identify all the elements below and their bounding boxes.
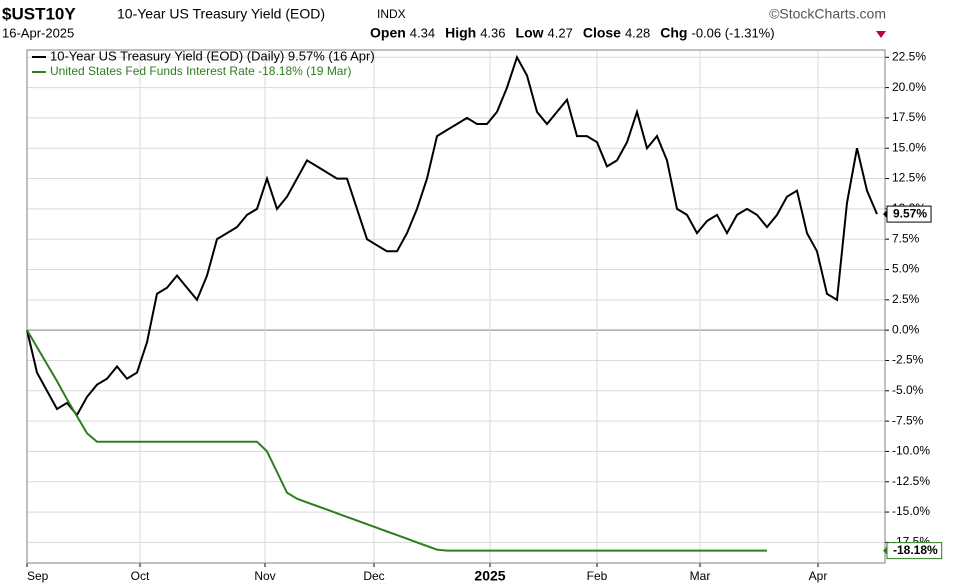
y-tick-label: -12.5%	[892, 474, 930, 488]
source: ©StockCharts.com	[769, 6, 886, 22]
date: 16-Apr-2025	[2, 25, 74, 40]
end-label: 9.57%	[893, 206, 927, 220]
quote-label: Open	[370, 25, 406, 41]
quote-label: Close	[583, 25, 621, 41]
end-label: -18.18%	[893, 543, 938, 557]
quote-value: 4.28	[625, 25, 650, 40]
chart-title: 10-Year US Treasury Yield (EOD)	[117, 6, 325, 22]
x-tick-label: 2025	[474, 568, 505, 584]
down-arrow	[876, 31, 886, 38]
y-tick-label: 15.0%	[892, 140, 926, 154]
quote-label: Low	[516, 25, 544, 41]
x-tick-label: Sep	[27, 569, 49, 583]
y-tick-label: -5.0%	[892, 383, 924, 397]
x-tick-label: Nov	[254, 569, 275, 583]
quote-value: -0.06 (-1.31%)	[691, 25, 774, 40]
legend-label: United States Fed Funds Interest Rate -1…	[50, 64, 351, 78]
quote-value: 4.34	[410, 25, 435, 40]
quote-value: 4.27	[548, 25, 573, 40]
y-tick-label: -10.0%	[892, 444, 930, 458]
plot-frame	[26, 49, 886, 564]
end-label-pointer	[883, 210, 887, 219]
y-tick-label: -15.0%	[892, 504, 930, 518]
y-tick-label: -2.5%	[892, 353, 924, 367]
y-tick-label: 17.5%	[892, 110, 926, 124]
end-label-pointer	[883, 546, 887, 555]
y-tick-label: 2.5%	[892, 292, 920, 306]
y-tick-label: 5.0%	[892, 262, 920, 276]
y-tick-label: -7.5%	[892, 413, 924, 427]
x-tick-label: Oct	[131, 569, 150, 583]
x-tick-label: Dec	[363, 569, 384, 583]
x-tick-label: Feb	[587, 569, 608, 583]
legend-label: 10-Year US Treasury Yield (EOD) (Daily) …	[50, 48, 375, 63]
y-tick-label: 12.5%	[892, 171, 926, 185]
exchange: INDX	[377, 7, 406, 21]
x-tick-label: Apr	[809, 569, 828, 583]
quote: Open 4.34 High 4.36 Low 4.27 Close 4.28 Chg -0.06…	[370, 25, 775, 41]
series-line	[26, 54, 878, 417]
series-line	[26, 329, 767, 552]
y-tick-label: 22.5%	[892, 49, 926, 63]
quote-label: High	[445, 25, 476, 41]
y-tick-label: 0.0%	[892, 322, 920, 336]
symbol: $UST10Y	[2, 4, 76, 23]
x-tick-label: Mar	[690, 569, 711, 583]
y-tick-label: 7.5%	[892, 231, 920, 245]
quote-value: 4.36	[480, 25, 505, 40]
quote-label: Chg	[660, 25, 687, 41]
y-tick-label: 20.0%	[892, 80, 926, 94]
